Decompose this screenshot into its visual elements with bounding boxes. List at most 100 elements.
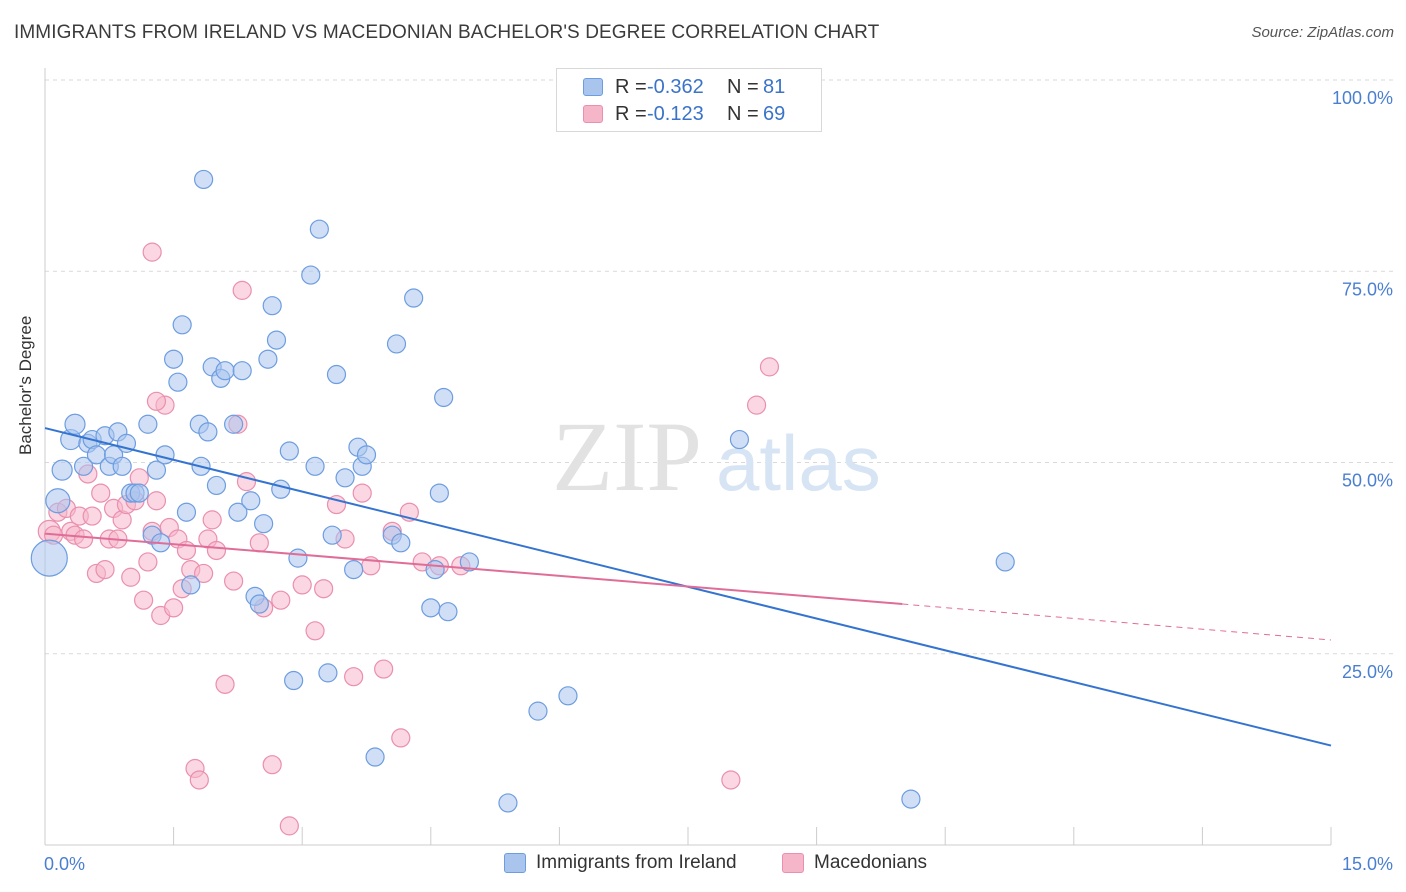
macedonians-point-42 xyxy=(232,280,252,300)
ireland-point-60 xyxy=(356,445,377,465)
chart-title: IMMIGRANTS FROM IRELAND VS MACEDONIAN BA… xyxy=(14,22,880,43)
ireland-point-73 xyxy=(528,701,548,721)
series-swatch-ireland xyxy=(504,853,526,873)
macedonians-point-9 xyxy=(82,506,102,526)
series-label-macedonians: Macedonians xyxy=(814,852,928,873)
axes xyxy=(44,68,1332,846)
ireland-point-64 xyxy=(391,533,411,553)
macedonians-point-40 xyxy=(224,571,244,591)
y-tick-label-100: 100.0% xyxy=(1332,88,1393,108)
ireland-point-2 xyxy=(51,459,73,481)
ireland-point-51 xyxy=(305,456,325,476)
ireland-point-20 xyxy=(146,460,167,480)
ireland-point-67 xyxy=(425,559,445,580)
legend-n-value-ireland: 81 xyxy=(763,75,786,98)
macedonians-point-35 xyxy=(194,563,214,584)
macedonians-point-21 xyxy=(133,590,154,610)
ireland-point-35 xyxy=(215,361,235,381)
ireland-point-26 xyxy=(176,502,197,522)
macedonians-point-18 xyxy=(121,567,141,587)
ireland-point-23 xyxy=(164,349,184,369)
legend-n-label: N = xyxy=(727,102,759,125)
ireland-point-76 xyxy=(995,552,1015,572)
ireland-point-48 xyxy=(284,670,304,691)
ireland-point-25 xyxy=(172,315,192,335)
macedonians-point-11 xyxy=(91,483,111,503)
ireland-point-71 xyxy=(459,552,479,572)
ireland-point-38 xyxy=(232,361,252,381)
macedonians-trend-extension xyxy=(902,603,1332,641)
macedonians-point-28 xyxy=(164,598,184,618)
trend-lines xyxy=(44,427,1332,747)
ireland-point-53 xyxy=(318,663,338,683)
ireland-point-24 xyxy=(168,372,188,392)
ireland-point-74 xyxy=(558,686,578,706)
macedonians-point-37 xyxy=(202,510,222,530)
macedonians-point-22 xyxy=(138,552,158,572)
macedonians-point-57 xyxy=(374,659,394,679)
legend-swatch-ireland xyxy=(583,78,603,96)
macedonians-point-66 xyxy=(721,770,741,790)
macedonians-point-55 xyxy=(352,483,372,503)
legend-r-value-macedonians: -0.123 xyxy=(647,102,704,125)
series-label-ireland: Immigrants from Ireland xyxy=(536,852,737,873)
ireland-point-22 xyxy=(155,445,175,465)
ireland-point-66 xyxy=(421,598,441,618)
x-tick-label-max: 15.0% xyxy=(1342,854,1393,874)
ireland-point-75 xyxy=(729,429,750,450)
ireland-point-30 xyxy=(194,169,214,190)
macedonians-point-12 xyxy=(95,559,115,580)
ireland-point-4 xyxy=(64,413,86,435)
ireland-point-77 xyxy=(901,789,921,809)
legend-n-value-macedonians: 69 xyxy=(763,102,786,125)
legend-r-label: R = xyxy=(615,75,647,98)
macedonians-point-67 xyxy=(746,395,767,415)
ireland-point-46 xyxy=(271,479,291,499)
series-legend-ireland[interactable]: Immigrants from Ireland xyxy=(504,852,737,874)
legend-r-value-ireland: -0.362 xyxy=(647,75,704,98)
series-legend: Immigrants from Ireland Macedonians xyxy=(0,852,1406,878)
ireland-point-18 xyxy=(138,414,158,434)
ireland-point-57 xyxy=(344,559,364,580)
ireland-point-55 xyxy=(326,364,347,385)
ireland-point-61 xyxy=(365,747,385,767)
ireland-point-13 xyxy=(112,456,132,476)
ireland-point-41 xyxy=(249,594,269,614)
ireland-point-63 xyxy=(386,334,407,354)
y-tick-labels: 25.0% 50.0% 75.0% 100.0% xyxy=(1332,88,1393,682)
macedonians-point-49 xyxy=(292,575,312,595)
macedonians-point-52 xyxy=(326,494,347,515)
macedonians-point-47 xyxy=(271,590,291,610)
ireland-point-17 xyxy=(129,483,149,503)
legend-swatch-macedonians xyxy=(583,105,603,123)
macedonians-point-38 xyxy=(206,540,227,561)
ireland-point-37 xyxy=(228,502,248,522)
watermark: ZIP atlas xyxy=(552,401,881,512)
ireland-point-42 xyxy=(254,514,274,534)
ireland-point-44 xyxy=(262,296,282,316)
ireland-point-65 xyxy=(404,288,424,308)
ireland-point-27 xyxy=(181,575,201,595)
ireland-point-0 xyxy=(30,539,68,577)
macedonians-point-64 xyxy=(142,242,162,262)
legend-n-label: N = xyxy=(727,75,759,98)
macedonians-point-48 xyxy=(279,816,299,836)
macedonians-point-50 xyxy=(305,621,325,641)
macedonians-point-39 xyxy=(215,674,235,694)
ireland-point-68 xyxy=(429,483,449,503)
legend-r-label: R = xyxy=(615,102,647,125)
x-tick-label-min: 0.0% xyxy=(44,854,85,874)
y-tick-label-25: 25.0% xyxy=(1342,662,1393,682)
series-swatch-macedonians xyxy=(782,853,804,873)
ireland-point-43 xyxy=(258,349,278,369)
ireland-point-31 xyxy=(198,422,218,442)
ireland-point-36 xyxy=(224,414,244,434)
x-tick-labels: 0.0% 15.0% xyxy=(44,854,1393,874)
macedonians-point-54 xyxy=(344,667,364,687)
ireland-point-54 xyxy=(322,525,342,545)
ireland-point-72 xyxy=(498,793,518,813)
ireland-points xyxy=(30,169,1015,813)
ireland-point-39 xyxy=(241,491,261,511)
series-legend-macedonians[interactable]: Macedonians xyxy=(782,852,927,874)
